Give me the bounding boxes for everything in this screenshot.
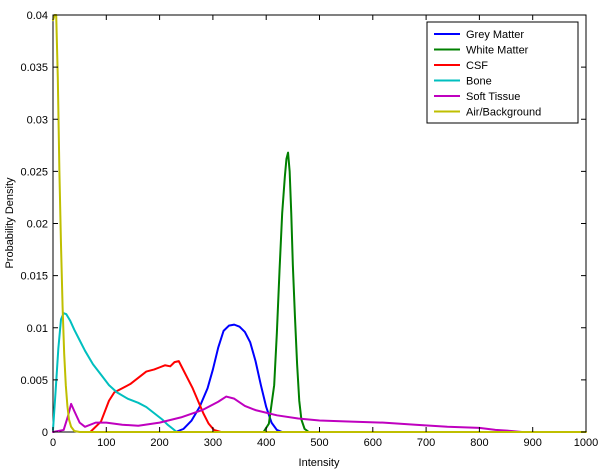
x-tick-label: 0 [50,437,56,449]
legend-label-grey-matter: Grey Matter [466,29,524,41]
y-tick-label: 0.035 [20,62,48,74]
y-tick-label: 0.015 [20,271,48,283]
x-tick-label: 700 [417,437,435,449]
x-tick-label: 900 [524,437,542,449]
y-axis-title: Probability Density [4,177,16,269]
x-tick-label: 400 [257,437,275,449]
series-line-air-background [52,14,587,433]
legend-label-csf: CSF [466,60,488,72]
x-tick-label: 1000 [574,437,598,449]
y-tick-label: 0.025 [20,166,48,178]
legend-label-white-matter: White Matter [466,45,529,57]
x-tick-label: 200 [150,437,168,449]
y-tick-label: 0.02 [27,219,48,231]
legend-box [426,21,579,124]
x-tick-label: 500 [310,437,328,449]
ticks-layer: 0 100 200 300 400 500 600 700 800 900 1000 0 0.005 0.… [20,10,598,449]
series-layer [52,14,587,433]
y-tick-label: 0.04 [27,10,48,22]
y-tick-label: 0 [42,427,48,439]
legend: Grey Matter White Matter CSF Bone Soft Tissu… [426,21,579,124]
y-tick-label: 0.03 [27,114,48,126]
x-axis-title: Intensity [299,457,340,469]
x-tick-label: 300 [204,437,222,449]
legend-label-soft-tissue: Soft Tissue [466,91,520,103]
x-tick-label: 600 [364,437,382,449]
legend-label-bone: Bone [466,76,492,88]
series-line-soft-tissue [52,395,524,433]
y-tick-label: 0.01 [27,323,48,335]
x-tick-label: 800 [470,437,488,449]
y-tick-label: 0.005 [20,375,48,387]
series-line-white-matter [262,151,310,433]
legend-label-air-background: Air/Background [466,107,541,119]
x-tick-label: 100 [97,437,115,449]
series-line-csf [89,360,222,433]
